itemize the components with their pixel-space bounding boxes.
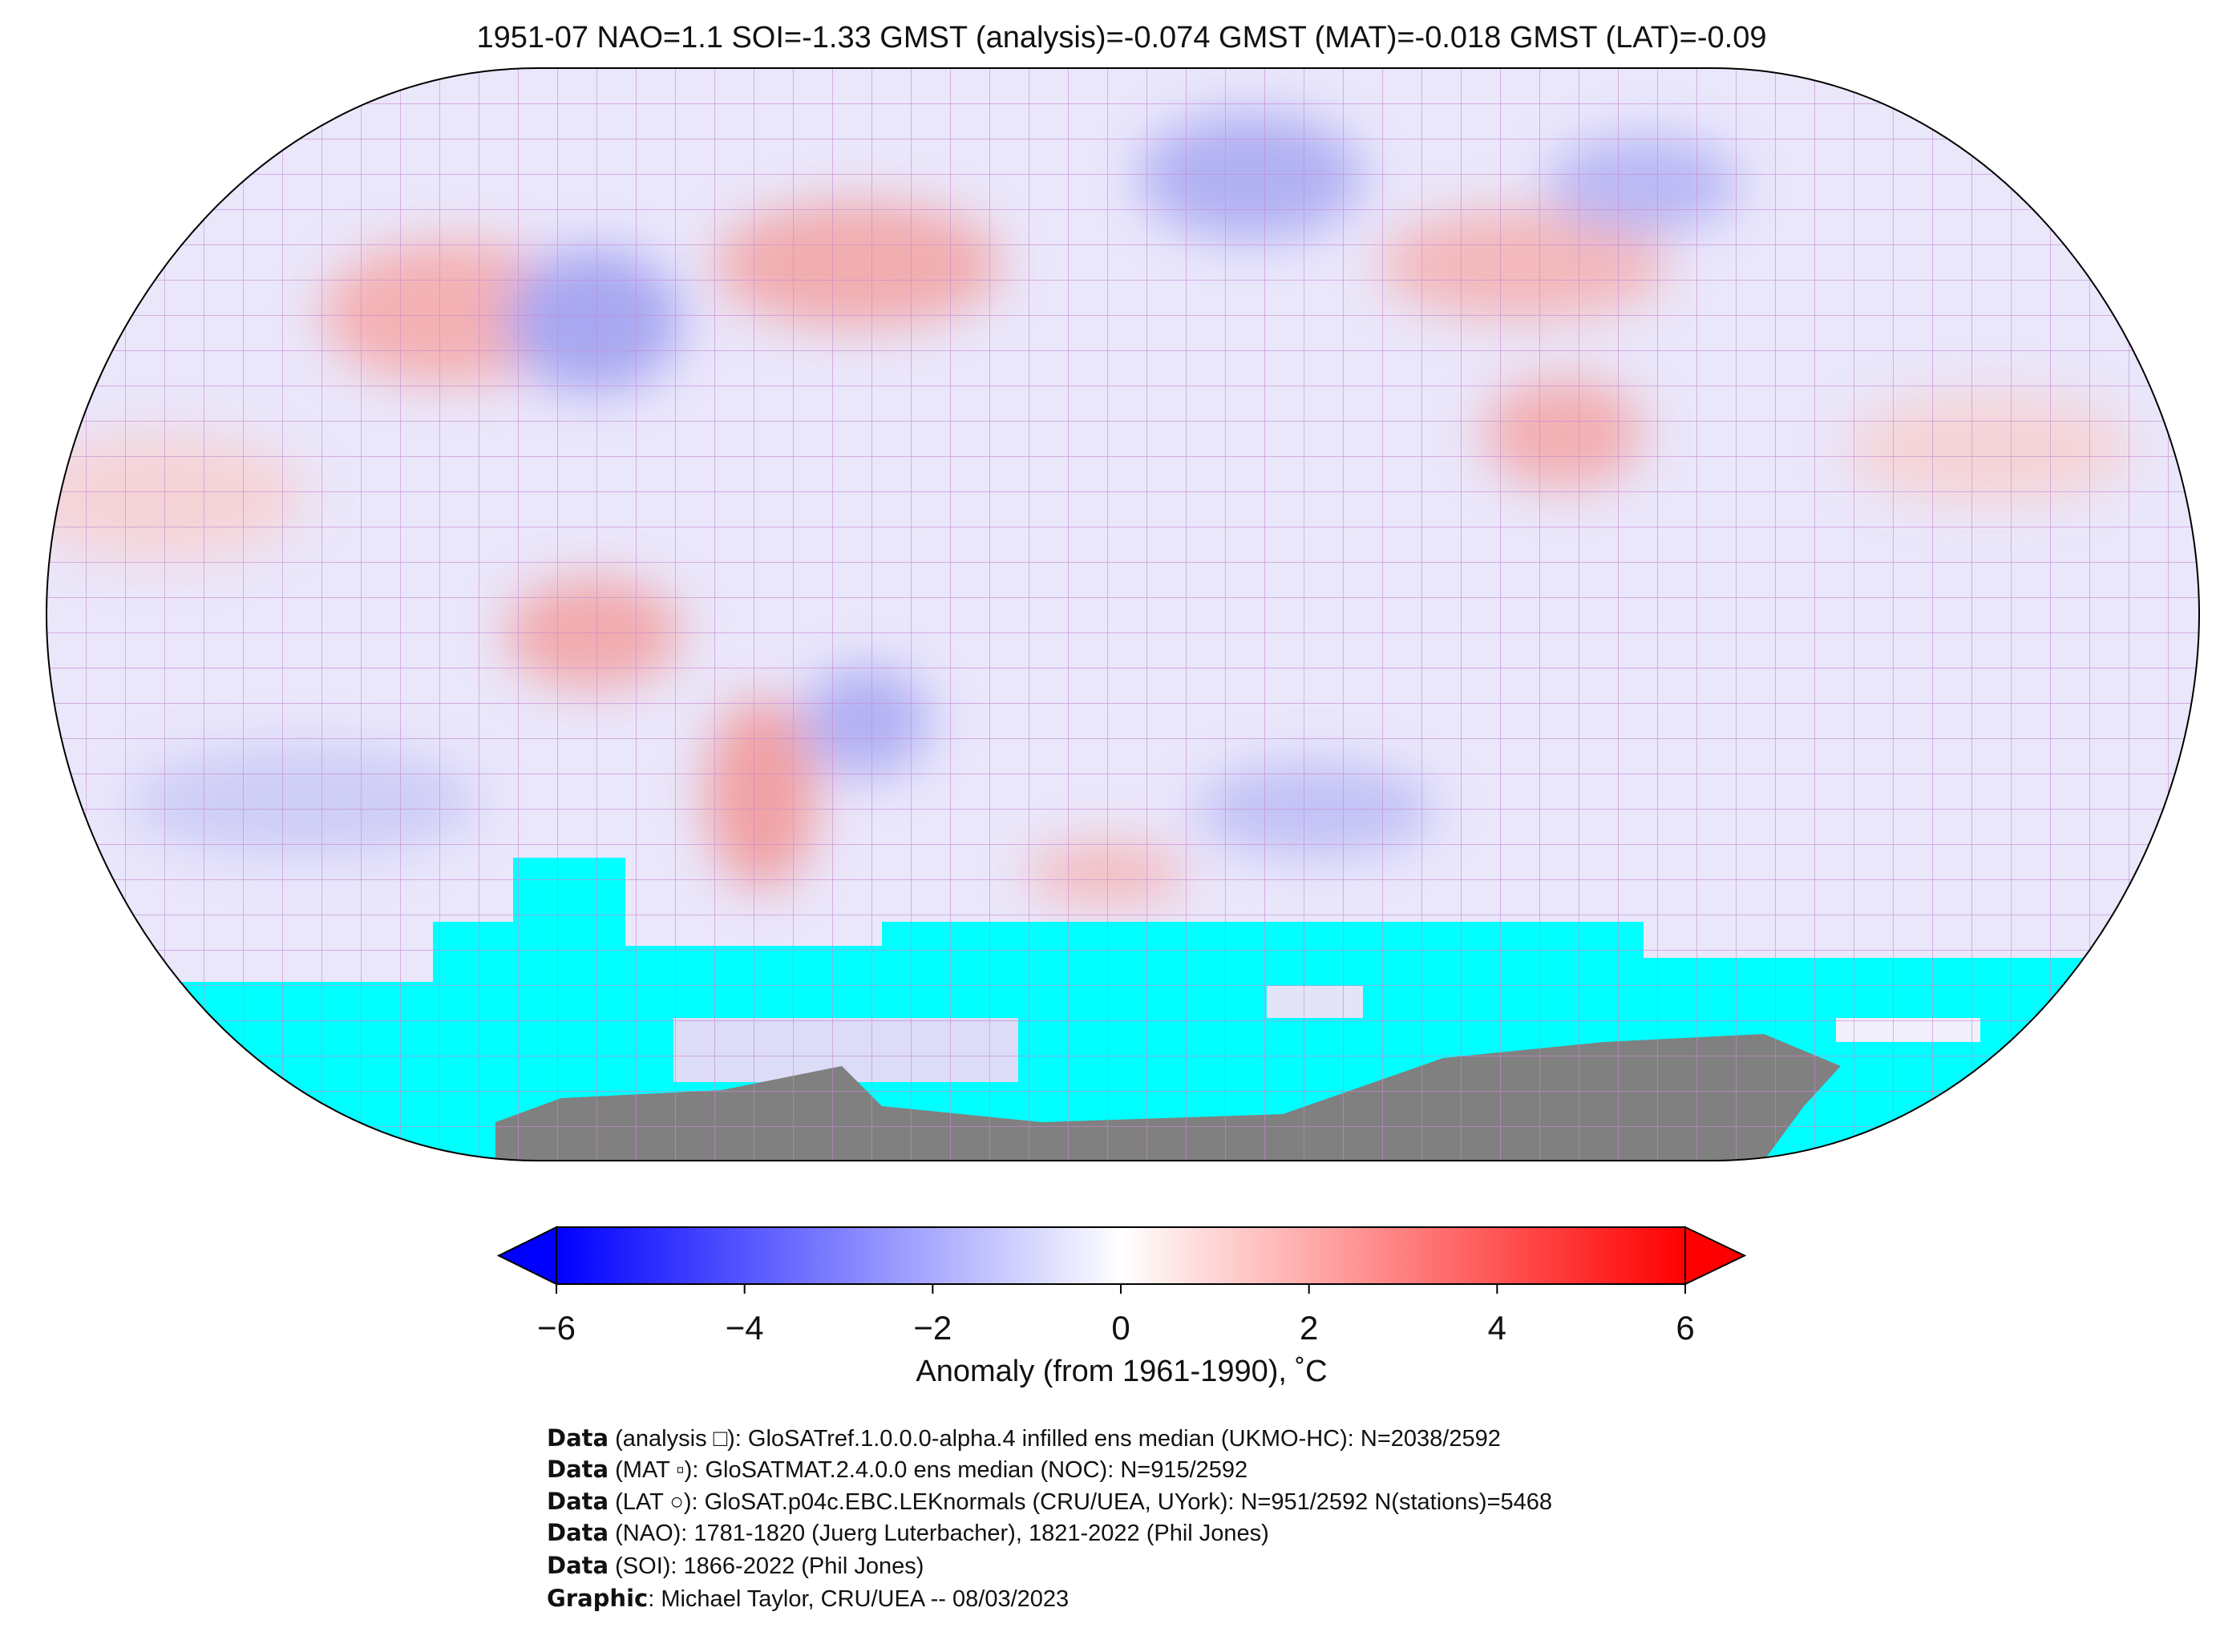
tick-label: −6: [537, 1309, 576, 1347]
colorbar-label: Anomaly (from 1961-1990), ˚C: [916, 1355, 1327, 1388]
credit-line: Graphic: Michael Taylor, CRU/UEA -- 08/0…: [547, 1585, 1069, 1612]
credit-key: Data: [547, 1456, 609, 1483]
title: 1951-07 NAO=1.1 SOI=-1.33 GMST (analysis…: [477, 21, 1767, 55]
colorbar-extend-low: [496, 1226, 557, 1286]
tick-label: −4: [726, 1309, 764, 1347]
map: [47, 68, 2199, 1161]
credit-text: (analysis □): GloSATref.1.0.0.0-alpha.4 …: [609, 1426, 1501, 1452]
credit-line: Data (MAT ▫): GloSATMAT.2.4.0.0 ens medi…: [547, 1456, 1247, 1483]
credit-key: Data: [547, 1424, 609, 1452]
credit-line: Data (LAT ○): GloSAT.p04c.EBC.LEKnormals…: [547, 1488, 1552, 1515]
credit-text: (SOI): 1866-2022 (Phil Jones): [609, 1553, 924, 1579]
credit-text: (LAT ○): GloSAT.p04c.EBC.LEKnormals (CRU…: [609, 1489, 1552, 1515]
tick-label: 2: [1300, 1309, 1318, 1347]
credit-key: Data: [547, 1552, 609, 1579]
tick-label: 6: [1676, 1309, 1694, 1347]
colorbar-bar: [556, 1226, 1686, 1285]
credit-line: Data (analysis □): GloSATref.1.0.0.0-alp…: [547, 1424, 1501, 1452]
credit-line: Data (NAO): 1781-1820 (Juerg Luterbacher…: [547, 1519, 1269, 1546]
credits: Data (analysis □): GloSATref.1.0.0.0-alp…: [547, 1424, 1552, 1612]
credit-text: (NAO): 1781-1820 (Juerg Luterbacher), 18…: [609, 1521, 1269, 1546]
credit-text: (MAT ▫): GloSATMAT.2.4.0.0 ens median (N…: [609, 1457, 1247, 1483]
colorbar: −6 −4 −2 0 2 4 6: [496, 1226, 1747, 1347]
credit-key: Data: [547, 1519, 609, 1546]
tick-label: 0: [1111, 1309, 1130, 1347]
credit-line: Data (SOI): 1866-2022 (Phil Jones): [547, 1552, 924, 1579]
credit-text: : Michael Taylor, CRU/UEA -- 08/03/2023: [648, 1586, 1069, 1612]
map-border: [45, 67, 2201, 1161]
colorbar-extend-high: [1684, 1226, 1747, 1286]
tick-label: −2: [913, 1309, 952, 1347]
tick-label: 4: [1488, 1309, 1506, 1347]
credit-key: Data: [547, 1488, 609, 1515]
credit-key: Graphic: [547, 1585, 648, 1612]
